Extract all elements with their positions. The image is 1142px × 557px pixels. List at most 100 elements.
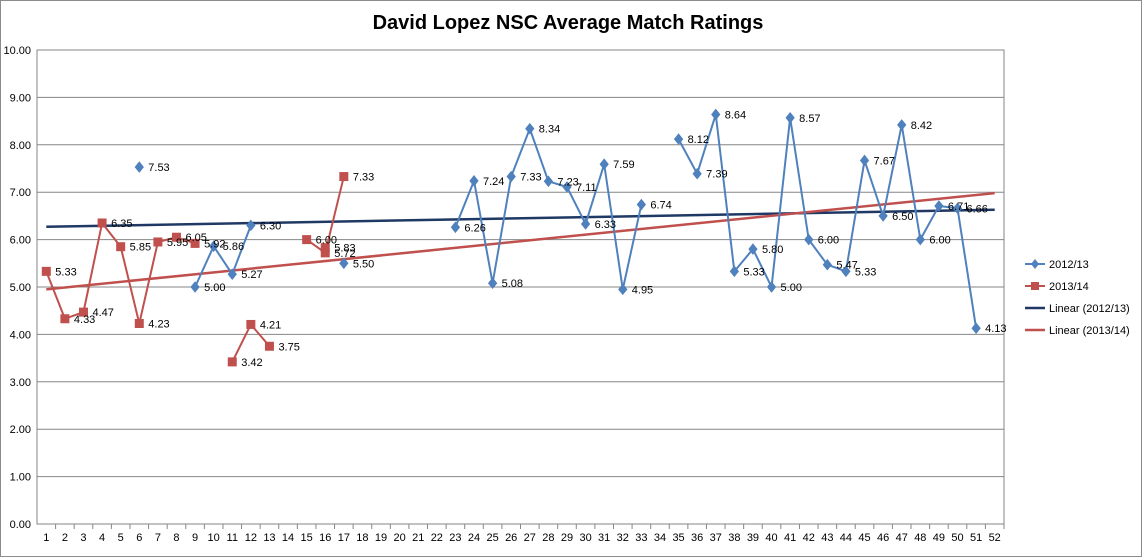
x-tick-label: 49 — [933, 532, 945, 544]
series-2-point — [227, 357, 237, 367]
series-1-data-label: 5.00 — [204, 282, 225, 294]
series-1-point — [450, 221, 461, 234]
y-tick-label: 9.00 — [10, 92, 31, 104]
series-1-data-label: 7.59 — [613, 159, 634, 171]
series-1-data-label: 6.26 — [464, 222, 485, 234]
series-2-data-label: 5.72 — [334, 248, 355, 260]
series-1-point — [952, 202, 963, 215]
series-2-point — [320, 243, 330, 253]
series-1-point — [339, 257, 349, 270]
series-1-data-label: 5.33 — [743, 266, 764, 278]
series-1-line — [454, 125, 643, 290]
x-tick-label: 22 — [431, 532, 443, 544]
data-labels: 7.53 5.00 5.86 5.27 6.30 5.50 6.26 7.24 5.08 7.33… — [55, 109, 1006, 368]
series-1-data-label: 6.71 — [948, 201, 969, 213]
series-1-point — [822, 258, 832, 271]
series-2-data-label: 5.85 — [130, 242, 151, 254]
x-tick-label: 40 — [765, 532, 777, 544]
y-tick-label: 1.00 — [10, 472, 31, 484]
series-1-point — [785, 111, 795, 124]
series-1-point — [636, 198, 647, 211]
series-1-point — [897, 119, 907, 131]
series-2-data-label: 3.42 — [241, 357, 262, 369]
series-1-data-label: 5.00 — [781, 282, 802, 294]
y-tick-label: 0.00 — [10, 519, 31, 531]
series-2-point — [41, 266, 51, 276]
series-2-data-label: 4.21 — [260, 319, 281, 331]
series-1-data-label: 6.74 — [650, 200, 671, 212]
series-1-point — [134, 161, 144, 173]
gridlines — [36, 49, 1005, 529]
x-tick-label: 14 — [282, 532, 294, 544]
x-tick-label: 6 — [136, 532, 142, 544]
x-tick-label: 25 — [486, 532, 498, 544]
x-tick-label: 9 — [192, 532, 198, 544]
x-tick-label: 23 — [449, 532, 461, 544]
series-1-point — [934, 200, 944, 212]
legend-series-1-marker — [1031, 259, 1039, 269]
legend-series-1-label: 2012/13 — [1049, 259, 1089, 271]
chart-title: David Lopez NSC Average Match Ratings — [373, 12, 764, 34]
series-1-data-label: 7.11 — [576, 182, 597, 194]
series-1-point — [506, 170, 516, 183]
x-tick-label: 3 — [80, 532, 86, 544]
series-2-data-label: 6.35 — [111, 218, 132, 230]
series-1-data-label: 5.27 — [241, 269, 262, 281]
y-tick-label: 4.00 — [10, 329, 31, 341]
x-tick-label: 30 — [579, 532, 591, 544]
series-1-data-label: 4.95 — [632, 284, 653, 296]
series-2-data-label: 6.00 — [316, 235, 337, 247]
series-1-data-label: 7.24 — [483, 176, 504, 188]
legend: 2012/13 2013/14 Linear (2012/13) Linear (20… — [1025, 259, 1130, 337]
x-tick-label: 1 — [43, 532, 49, 544]
x-tick-label: 50 — [951, 532, 963, 544]
series-1-data-label: 6.30 — [260, 220, 281, 232]
series-2-data-label: 5.33 — [55, 266, 76, 278]
series-2-point — [78, 307, 88, 317]
x-tick-label: 10 — [208, 532, 220, 544]
x-tick-label: 41 — [784, 532, 796, 544]
x-tick-label: 26 — [505, 532, 517, 544]
x-tick-label: 38 — [728, 532, 740, 544]
series-2-data-label: 5.83 — [334, 243, 355, 255]
series-2-point — [190, 238, 200, 248]
series-2-point — [97, 218, 107, 228]
series-1-point — [711, 108, 721, 121]
series-1-data-label: 8.57 — [799, 113, 820, 125]
series-1-point — [543, 175, 554, 188]
series-1-point — [525, 122, 535, 135]
trendline-1 — [46, 208, 995, 229]
x-tick-label: 27 — [524, 532, 536, 544]
series-1-data-label: 7.39 — [706, 169, 727, 181]
series-1-point — [487, 277, 498, 290]
x-tick-label: 16 — [319, 532, 331, 544]
series-1-point — [580, 218, 591, 230]
x-tick-label: 18 — [356, 532, 368, 544]
x-tick-label: 13 — [263, 532, 275, 544]
series-2-point — [339, 172, 349, 182]
x-tick-label: 24 — [468, 532, 480, 544]
series-1-data-label: 6.00 — [818, 235, 839, 247]
series-1-data-label: 5.50 — [353, 258, 374, 270]
series-1-data-label: 7.53 — [148, 162, 169, 174]
series-1-point — [469, 175, 479, 187]
y-axis-tick-labels: 0.00 1.00 2.00 3.00 4.00 5.00 6.00 7.00 8.00 9.00… — [3, 45, 31, 531]
series-1-data-label: 5.08 — [502, 278, 523, 290]
series-1-point — [246, 219, 256, 232]
x-tick-label: 47 — [896, 532, 908, 544]
series-2-point — [302, 235, 312, 245]
series-1-data-label: 7.33 — [520, 172, 541, 184]
series-1-point — [729, 265, 739, 278]
x-tick-label: 51 — [970, 532, 982, 544]
x-tick-label: 35 — [672, 532, 684, 544]
series-1-point — [878, 210, 888, 222]
series-1-data-label: 5.80 — [762, 244, 783, 256]
trendlines — [46, 191, 995, 291]
x-tick-label: 45 — [858, 532, 870, 544]
x-tick-label: 33 — [635, 532, 647, 544]
series-1-data-label: 5.33 — [855, 266, 876, 278]
series-1-point — [971, 322, 981, 335]
series-1-point — [562, 181, 572, 193]
y-tick-label: 8.00 — [10, 140, 31, 152]
